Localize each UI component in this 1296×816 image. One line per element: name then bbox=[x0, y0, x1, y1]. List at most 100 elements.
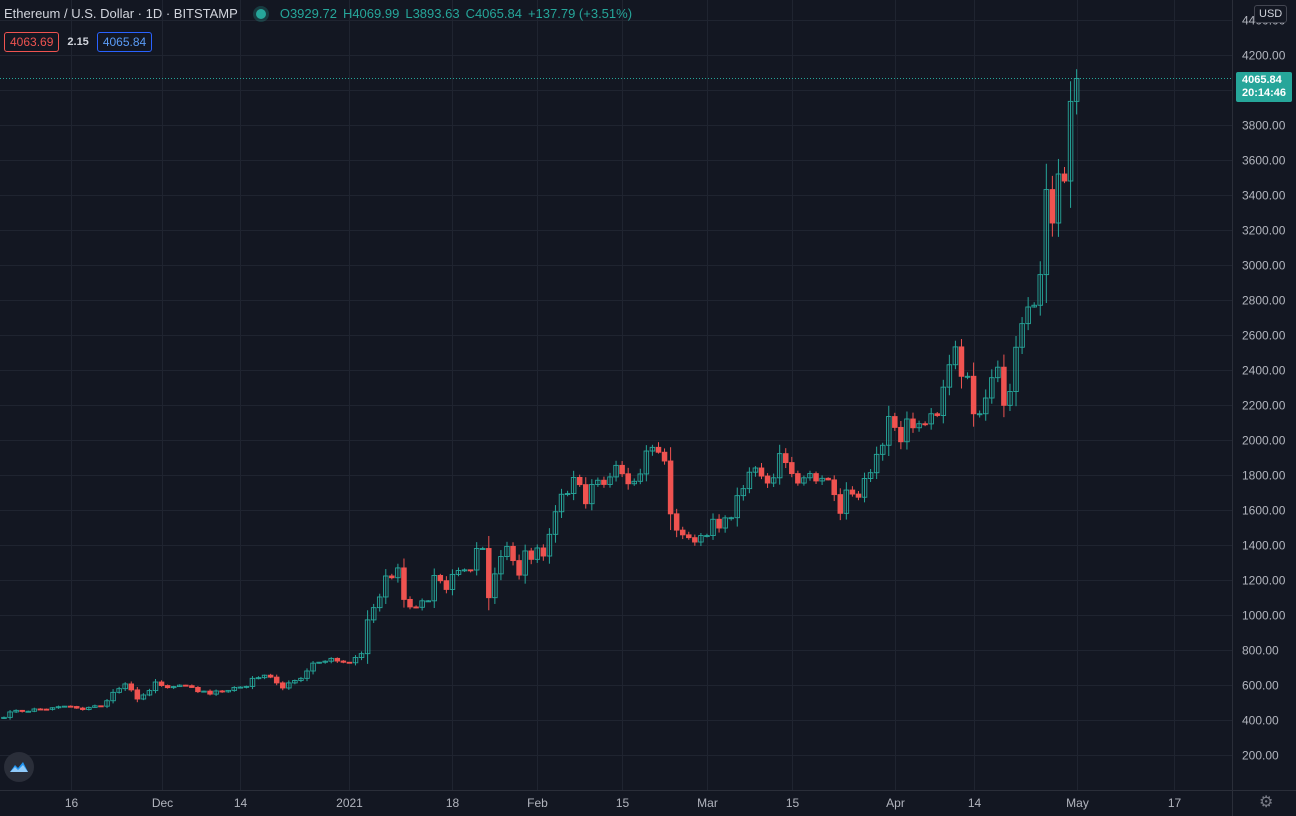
candle bbox=[201, 690, 207, 693]
candle-body bbox=[201, 690, 207, 693]
close-label: C bbox=[465, 6, 475, 21]
candle-body bbox=[328, 657, 334, 662]
candle-body bbox=[383, 575, 389, 598]
candle bbox=[740, 484, 747, 501]
candle bbox=[443, 576, 450, 594]
candle-body bbox=[746, 471, 753, 490]
candle-body bbox=[910, 418, 916, 429]
candle bbox=[710, 513, 716, 540]
candle-body bbox=[964, 375, 971, 378]
candle-body bbox=[928, 413, 934, 425]
high-value: H4069.99 bbox=[343, 6, 399, 21]
candle bbox=[746, 467, 753, 494]
candle-body bbox=[976, 413, 983, 416]
candle-body bbox=[601, 479, 607, 485]
time-axis: 16 Dec 14 2021 18 Feb 15 Mar 15 Apr 14 May 17 bbox=[0, 790, 1296, 810]
candle bbox=[734, 487, 741, 527]
bar-countdown: 20:14:46 bbox=[1242, 87, 1287, 99]
candle bbox=[340, 660, 347, 664]
candle bbox=[801, 475, 807, 486]
candle bbox=[940, 379, 947, 424]
candle-body bbox=[431, 575, 438, 602]
candle bbox=[1049, 175, 1056, 237]
x-tick-label: Mar bbox=[697, 796, 718, 810]
candle-body bbox=[146, 690, 153, 696]
candle bbox=[1055, 158, 1062, 237]
candle bbox=[667, 447, 674, 531]
currency-button[interactable]: USD bbox=[1254, 5, 1288, 23]
candle-body bbox=[1019, 323, 1025, 348]
candle-body bbox=[67, 705, 74, 708]
y-tick-label: 2400.00 bbox=[1242, 364, 1286, 378]
open-label: O bbox=[279, 6, 290, 21]
candle-body bbox=[940, 386, 947, 416]
candle bbox=[510, 542, 516, 566]
candle bbox=[176, 684, 183, 688]
candle bbox=[1043, 163, 1050, 303]
candle bbox=[825, 477, 831, 481]
candle-body bbox=[855, 493, 862, 498]
candle-body bbox=[776, 453, 783, 479]
gear-icon[interactable]: ⚙ bbox=[1259, 794, 1274, 811]
candle-body bbox=[722, 517, 728, 529]
candle-body bbox=[946, 364, 953, 388]
candle bbox=[946, 354, 953, 396]
candle-body bbox=[358, 653, 365, 658]
candle-body bbox=[110, 691, 116, 702]
candle-body bbox=[752, 467, 759, 473]
x-tick-label: 2021 bbox=[336, 796, 363, 810]
candle-body bbox=[92, 705, 98, 708]
candle bbox=[643, 445, 650, 482]
candle-body bbox=[1007, 391, 1013, 406]
candle-body bbox=[740, 488, 747, 497]
candle-body bbox=[292, 680, 298, 684]
candle bbox=[928, 408, 934, 430]
candle-body bbox=[31, 708, 38, 712]
candle bbox=[576, 474, 583, 487]
candle-body bbox=[231, 687, 238, 691]
candle-body bbox=[364, 619, 371, 655]
candle-body bbox=[770, 477, 777, 484]
candle-body bbox=[425, 600, 431, 603]
candle bbox=[213, 689, 219, 696]
candle bbox=[243, 685, 250, 689]
candle-body bbox=[389, 575, 395, 579]
candle bbox=[795, 470, 801, 486]
candle bbox=[449, 569, 456, 596]
candle bbox=[995, 360, 1001, 383]
bid-ask-panel: 4063.69 2.15 4065.84 bbox=[4, 32, 153, 52]
candle-body bbox=[522, 550, 528, 576]
y-tick-label: 4200.00 bbox=[1242, 49, 1286, 63]
symbol-title[interactable]: Ethereum / U.S. Dollar · 1D · BITSTAMP bbox=[4, 6, 238, 21]
candle-body bbox=[346, 661, 353, 664]
tradingview-logo-icon[interactable] bbox=[4, 752, 34, 782]
candle bbox=[67, 705, 74, 708]
candle bbox=[583, 477, 589, 509]
candle bbox=[19, 709, 25, 713]
candle bbox=[419, 598, 425, 611]
candle bbox=[486, 535, 492, 611]
ask-button[interactable]: 4065.84 bbox=[96, 32, 153, 52]
candle bbox=[540, 544, 547, 561]
candle bbox=[73, 705, 80, 709]
candle bbox=[49, 707, 56, 711]
candle-body bbox=[249, 677, 256, 687]
candle bbox=[122, 682, 128, 691]
candle bbox=[655, 442, 662, 454]
candle-body bbox=[122, 683, 128, 690]
candle-body bbox=[25, 710, 31, 713]
candle-body bbox=[486, 548, 492, 599]
open-value: O3929.72 bbox=[280, 6, 337, 21]
candle-body bbox=[886, 416, 892, 446]
candle bbox=[570, 470, 577, 501]
candle bbox=[413, 605, 419, 609]
candle-body bbox=[158, 681, 165, 686]
candle bbox=[146, 688, 153, 697]
candle bbox=[631, 478, 637, 486]
candle-body bbox=[55, 706, 62, 709]
bid-button[interactable]: 4063.69 bbox=[4, 32, 60, 52]
candle bbox=[152, 678, 159, 694]
candle bbox=[134, 687, 141, 703]
candle-body bbox=[164, 685, 171, 689]
